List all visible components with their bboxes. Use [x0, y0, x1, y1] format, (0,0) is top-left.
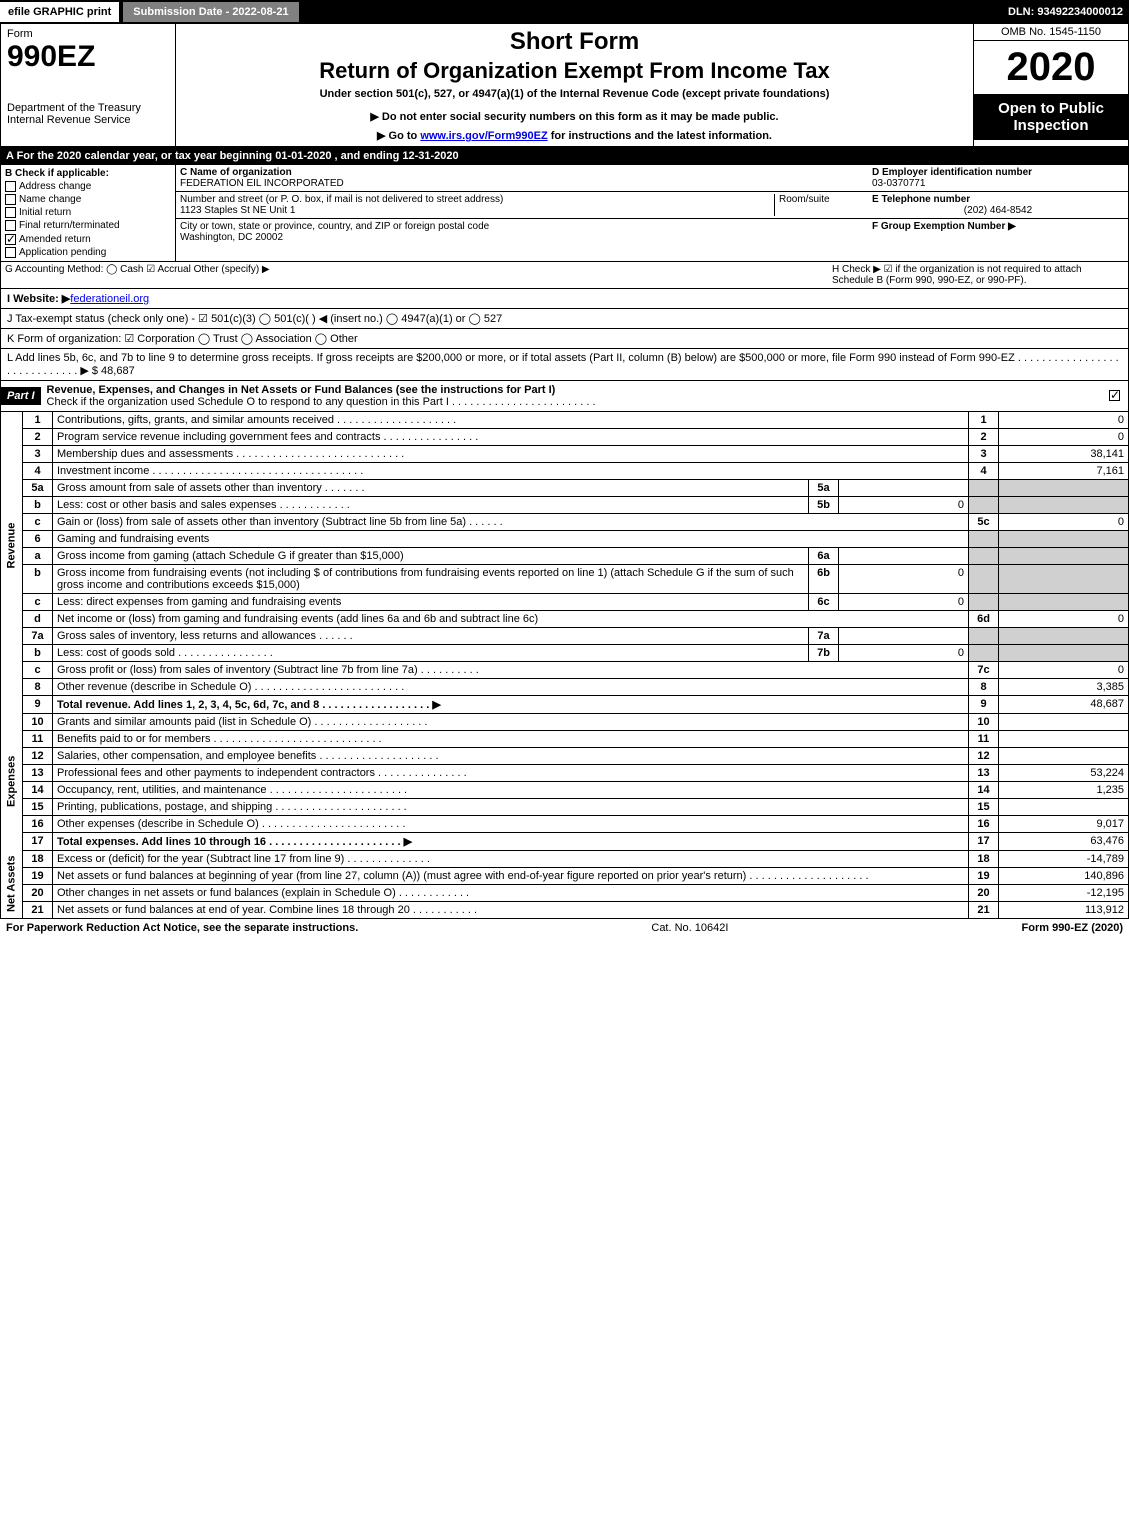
form-header: Form 990EZ Department of the Treasury In… — [0, 24, 1129, 147]
box-f: F Group Exemption Number ▶ — [868, 219, 1128, 261]
form-title: Return of Organization Exempt From Incom… — [184, 58, 965, 84]
city-label: City or town, state or province, country… — [180, 221, 489, 232]
submission-date: Submission Date - 2022-08-21 — [123, 2, 298, 22]
part-1-label: Part I — [1, 387, 41, 405]
footer-right: Form 990-EZ (2020) — [1022, 922, 1123, 934]
line-i-pre: I Website: ▶ — [7, 293, 70, 305]
org-name: FEDERATION EIL INCORPORATED — [180, 178, 344, 189]
form-label: Form — [7, 28, 169, 40]
sub3-post: for instructions and the latest informat… — [548, 130, 772, 142]
org-info-row: B Check if applicable: Address change Na… — [0, 165, 1129, 262]
subtitle-3: ▶ Go to www.irs.gov/Form990EZ for instru… — [184, 129, 965, 142]
box-d: D Employer identification number 03-0370… — [868, 165, 1128, 192]
revenue-side-label: Revenue — [1, 412, 23, 679]
box-c: C Name of organization FEDERATION EIL IN… — [176, 165, 868, 261]
phone-value: (202) 464-8542 — [872, 205, 1124, 216]
short-form-title: Short Form — [184, 28, 965, 56]
omb-number: OMB No. 1545-1150 — [974, 24, 1128, 41]
header-left: Form 990EZ Department of the Treasury In… — [1, 24, 176, 146]
line-a: A For the 2020 calendar year, or tax yea… — [0, 147, 1129, 165]
check-name[interactable]: Name change — [5, 193, 171, 206]
part-1-header: Part I Revenue, Expenses, and Changes in… — [0, 381, 1129, 412]
box-b-title: B Check if applicable: — [5, 167, 171, 180]
net-assets-side-label: Net Assets — [1, 850, 23, 918]
line-i: I Website: ▶federationeil.org — [0, 289, 1129, 309]
line-g: G Accounting Method: ◯ Cash ☑ Accrual Ot… — [1, 262, 828, 288]
department-label: Department of the Treasury Internal Reve… — [7, 102, 169, 126]
ein-value: 03-0370771 — [872, 178, 925, 189]
org-name-row: C Name of organization FEDERATION EIL IN… — [176, 165, 868, 192]
line-l: L Add lines 5b, 6c, and 7b to line 9 to … — [0, 349, 1129, 381]
website-link[interactable]: federationeil.org — [70, 293, 149, 305]
line-g-h-row: G Accounting Method: ◯ Cash ☑ Accrual Ot… — [0, 262, 1129, 289]
street-value: 1123 Staples St NE Unit 1 — [180, 205, 295, 216]
check-amended[interactable]: Amended return — [5, 233, 171, 246]
room-label: Room/suite — [779, 194, 830, 205]
dln-label: DLN: 93492234000012 — [1008, 6, 1129, 18]
subtitle-1: Under section 501(c), 527, or 4947(a)(1)… — [184, 88, 965, 100]
box-e: E Telephone number (202) 464-8542 — [868, 192, 1128, 219]
header-right: OMB No. 1545-1150 2020 Open to Public In… — [973, 24, 1128, 146]
box-d-label: D Employer identification number — [872, 167, 1032, 178]
page-footer: For Paperwork Reduction Act Notice, see … — [0, 919, 1129, 937]
box-b: B Check if applicable: Address change Na… — [1, 165, 176, 261]
right-info-col: D Employer identification number 03-0370… — [868, 165, 1128, 261]
check-initial[interactable]: Initial return — [5, 206, 171, 219]
street-label: Number and street (or P. O. box, if mail… — [180, 194, 503, 205]
check-final[interactable]: Final return/terminated — [5, 219, 171, 232]
box-f-label: F Group Exemption Number ▶ — [872, 221, 1016, 232]
revenue-table: Revenue 1Contributions, gifts, grants, a… — [0, 412, 1129, 919]
line-j: J Tax-exempt status (check only one) - ☑… — [0, 309, 1129, 329]
top-bar: efile GRAPHIC print Submission Date - 20… — [0, 0, 1129, 24]
open-inspection: Open to Public Inspection — [974, 94, 1128, 140]
city-row: City or town, state or province, country… — [176, 219, 868, 245]
footer-left: For Paperwork Reduction Act Notice, see … — [6, 922, 358, 934]
part-1-checkbox[interactable] — [1109, 390, 1120, 401]
box-e-label: E Telephone number — [872, 194, 970, 205]
efile-label[interactable]: efile GRAPHIC print — [0, 2, 119, 22]
form-number: 990EZ — [7, 40, 169, 74]
line-h: H Check ▶ ☑ if the organization is not r… — [828, 262, 1128, 288]
expenses-side-label: Expenses — [1, 713, 23, 850]
check-address[interactable]: Address change — [5, 180, 171, 193]
check-pending[interactable]: Application pending — [5, 246, 171, 259]
subtitle-2: ▶ Do not enter social security numbers o… — [184, 110, 965, 123]
line-k: K Form of organization: ☑ Corporation ◯ … — [0, 329, 1129, 349]
irs-link[interactable]: www.irs.gov/Form990EZ — [420, 130, 547, 142]
city-value: Washington, DC 20002 — [180, 232, 283, 243]
footer-mid: Cat. No. 10642I — [358, 922, 1021, 934]
part-1-sub: Check if the organization used Schedule … — [47, 396, 596, 408]
street-row: Number and street (or P. O. box, if mail… — [176, 192, 868, 219]
box-c-label: C Name of organization — [180, 167, 292, 178]
sub3-pre: ▶ Go to — [377, 130, 420, 142]
header-center: Short Form Return of Organization Exempt… — [176, 24, 973, 146]
tax-year: 2020 — [974, 41, 1128, 94]
part-1-title: Revenue, Expenses, and Changes in Net As… — [41, 381, 1109, 411]
